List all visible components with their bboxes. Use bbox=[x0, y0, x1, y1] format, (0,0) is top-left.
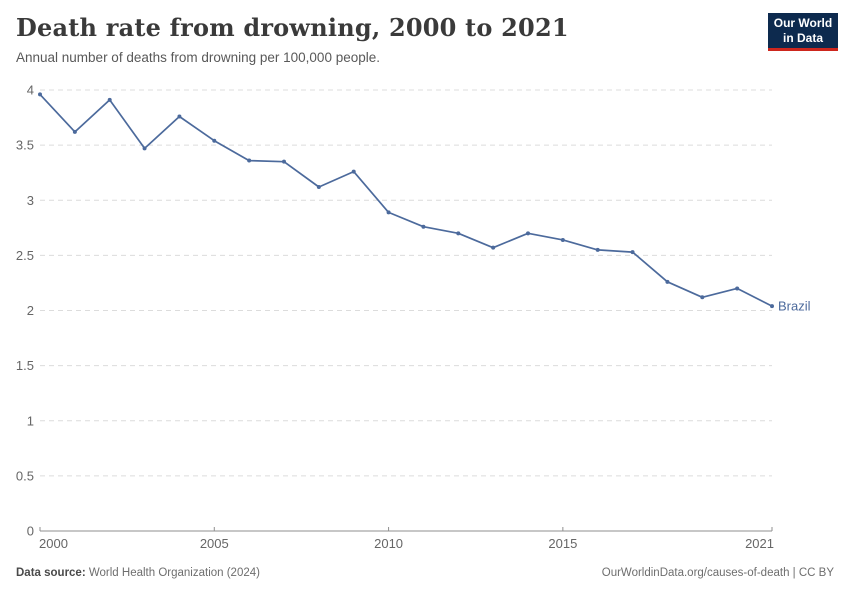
data-point-2015[interactable] bbox=[560, 237, 565, 242]
data-point-2004[interactable] bbox=[177, 114, 182, 119]
x-tick-label-2010: 2010 bbox=[374, 536, 403, 551]
data-point-2013[interactable] bbox=[491, 245, 496, 250]
y-tick-label-2: 2 bbox=[27, 303, 34, 318]
data-source-note: Data source: World Health Organization (… bbox=[16, 567, 260, 579]
data-point-2016[interactable] bbox=[595, 247, 600, 252]
y-tick-label-1.5: 1.5 bbox=[16, 358, 34, 373]
data-point-2018[interactable] bbox=[665, 279, 670, 284]
data-point-2010[interactable] bbox=[386, 210, 391, 215]
data-point-2020[interactable] bbox=[735, 286, 740, 291]
series-line-brazil[interactable] bbox=[39, 93, 773, 307]
data-point-2012[interactable] bbox=[456, 231, 461, 236]
line-chart-svg[interactable]: 0 0.5 1 1.5 2 2.5 3 3.5 4 2000 2005 2010 2015 2021 Bra… bbox=[0, 80, 850, 555]
data-point-2006[interactable] bbox=[247, 158, 252, 163]
y-tick-label-2.5: 2.5 bbox=[16, 248, 34, 263]
chart-header: Death rate from drowning, 2000 to 2021 A… bbox=[16, 13, 750, 65]
y-tick-label-1: 1 bbox=[27, 413, 34, 428]
x-tick-label-2000: 2000 bbox=[39, 536, 68, 551]
line-chart-area[interactable]: 0 0.5 1 1.5 2 2.5 3 3.5 4 2000 2005 2010 2015 2021 Bra… bbox=[0, 80, 850, 555]
data-point-2000[interactable] bbox=[38, 92, 42, 97]
chart-footer: Data source: World Health Organization (… bbox=[16, 567, 834, 579]
y-tick-label-0: 0 bbox=[27, 524, 34, 539]
data-point-2005[interactable] bbox=[212, 138, 217, 143]
owid-logo[interactable]: Our World in Data bbox=[768, 13, 838, 51]
data-point-2021[interactable] bbox=[770, 304, 774, 309]
data-point-2019[interactable] bbox=[700, 295, 705, 300]
data-source-value: World Health Organization (2024) bbox=[88, 567, 260, 579]
y-tick-label-3: 3 bbox=[27, 193, 34, 208]
y-tick-label-3.5: 3.5 bbox=[16, 138, 34, 153]
data-point-2007[interactable] bbox=[282, 159, 286, 164]
x-tick-label-2015: 2015 bbox=[548, 536, 577, 551]
owid-logo-line1: Our World bbox=[773, 15, 833, 30]
y-tick-label-0.5: 0.5 bbox=[16, 468, 34, 483]
data-point-2011[interactable] bbox=[421, 224, 426, 229]
series-end-label-brazil[interactable]: Brazil bbox=[778, 299, 811, 314]
chart-subtitle: Annual number of deaths from drowning pe… bbox=[16, 49, 380, 65]
data-point-2009[interactable] bbox=[351, 169, 356, 174]
owid-logo-line2: in Data bbox=[782, 30, 823, 45]
data-point-2003[interactable] bbox=[142, 146, 147, 151]
data-point-2008[interactable] bbox=[316, 185, 321, 190]
owid-credit-link[interactable]: OurWorldinData.org/causes-of-death | CC … bbox=[601, 567, 834, 579]
chart-title: Death rate from drowning, 2000 to 2021 bbox=[16, 13, 569, 42]
x-tick-label-2005: 2005 bbox=[200, 536, 229, 551]
data-point-2017[interactable] bbox=[630, 250, 635, 255]
data-point-2002[interactable] bbox=[107, 97, 112, 102]
y-tick-label-4: 4 bbox=[27, 83, 34, 98]
data-source-label: Data source: bbox=[16, 567, 86, 579]
data-point-2001[interactable] bbox=[72, 129, 77, 134]
data-point-2014[interactable] bbox=[526, 231, 530, 236]
x-tick-label-2021: 2021 bbox=[745, 536, 774, 551]
